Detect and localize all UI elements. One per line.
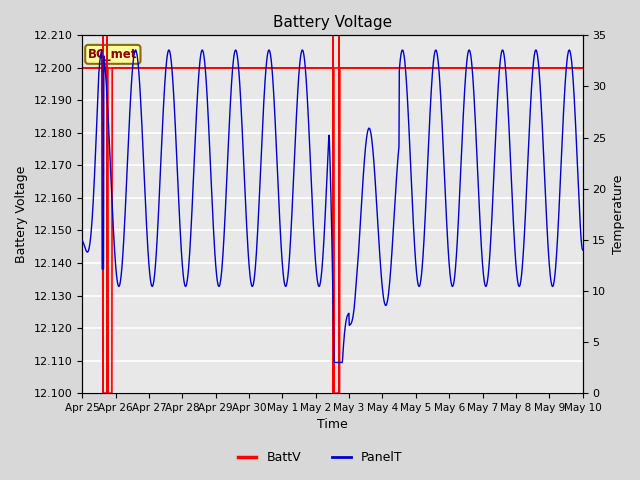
Bar [106,36,108,393]
Bar [338,36,340,393]
Legend: BattV, PanelT: BattV, PanelT [232,446,408,469]
Y-axis label: Temperature: Temperature [612,175,625,254]
Bar [102,36,104,393]
Title: Battery Voltage: Battery Voltage [273,15,392,30]
Text: BC_met: BC_met [88,48,138,61]
Y-axis label: Battery Voltage: Battery Voltage [15,166,28,263]
X-axis label: Time: Time [317,419,348,432]
Bar [332,36,334,393]
